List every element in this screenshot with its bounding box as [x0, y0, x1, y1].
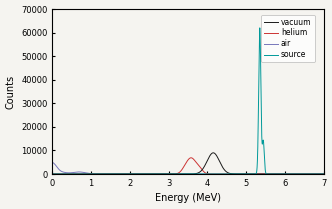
helium — [213, 173, 217, 175]
source — [100, 173, 104, 175]
air — [154, 173, 158, 175]
Line: air: air — [52, 162, 324, 174]
air — [322, 173, 326, 175]
helium — [227, 173, 231, 175]
Legend: vacuum, helium, air, source: vacuum, helium, air, source — [261, 14, 314, 62]
source — [253, 173, 257, 175]
vacuum — [274, 173, 278, 175]
source — [322, 173, 326, 175]
helium — [100, 173, 104, 175]
Y-axis label: Counts: Counts — [6, 74, 16, 109]
source — [50, 173, 54, 175]
air — [213, 173, 217, 175]
helium — [189, 157, 193, 159]
source — [258, 27, 262, 29]
Line: source: source — [52, 28, 324, 174]
source — [154, 173, 158, 175]
vacuum — [50, 173, 54, 175]
source — [227, 173, 231, 175]
Line: helium: helium — [52, 158, 324, 174]
X-axis label: Energy (MeV): Energy (MeV) — [155, 194, 221, 203]
vacuum — [100, 173, 104, 175]
air — [227, 173, 231, 175]
vacuum — [227, 172, 231, 174]
helium — [322, 173, 326, 175]
vacuum — [322, 173, 326, 175]
vacuum — [213, 153, 217, 155]
air — [253, 173, 257, 175]
air — [274, 173, 278, 175]
air — [100, 173, 104, 175]
vacuum — [253, 173, 257, 175]
helium — [274, 173, 278, 175]
source — [274, 173, 278, 175]
Line: vacuum: vacuum — [52, 153, 324, 174]
helium — [154, 173, 158, 175]
vacuum — [211, 152, 215, 154]
helium — [50, 173, 54, 175]
helium — [253, 173, 257, 175]
vacuum — [154, 173, 158, 175]
source — [213, 173, 217, 175]
air — [50, 161, 54, 163]
